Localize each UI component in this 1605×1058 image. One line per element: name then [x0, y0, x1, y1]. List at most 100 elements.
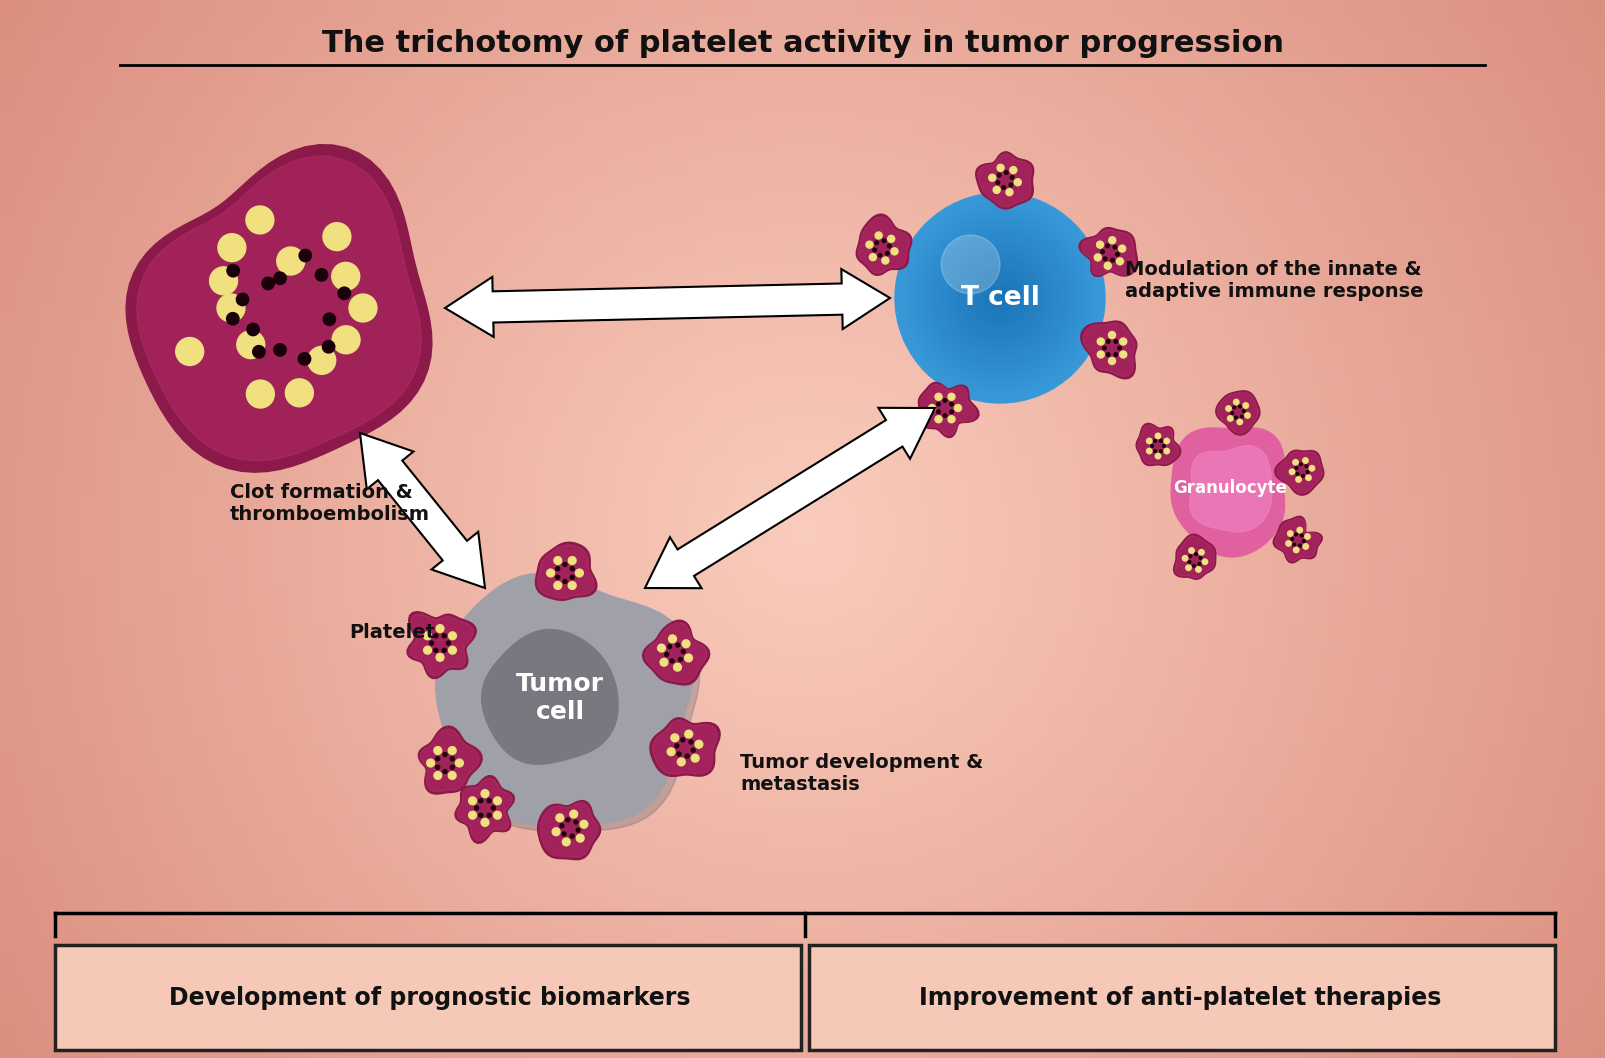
FancyBboxPatch shape	[809, 945, 1555, 1050]
Circle shape	[570, 834, 575, 838]
Circle shape	[875, 241, 878, 244]
Circle shape	[562, 832, 567, 836]
Circle shape	[888, 244, 891, 248]
Circle shape	[993, 186, 1000, 194]
Circle shape	[897, 196, 1103, 400]
Polygon shape	[653, 720, 717, 774]
Circle shape	[443, 634, 446, 638]
Circle shape	[1194, 553, 1197, 555]
Circle shape	[175, 338, 204, 365]
Circle shape	[446, 641, 451, 645]
Circle shape	[965, 263, 1035, 333]
Circle shape	[437, 765, 440, 769]
Circle shape	[912, 209, 1088, 387]
Polygon shape	[441, 580, 700, 831]
Circle shape	[1295, 467, 1298, 470]
Circle shape	[881, 257, 889, 264]
Circle shape	[247, 324, 260, 335]
Polygon shape	[454, 776, 515, 843]
Circle shape	[997, 295, 1003, 300]
Circle shape	[555, 576, 560, 579]
Circle shape	[1297, 473, 1298, 475]
Circle shape	[916, 215, 1083, 382]
Circle shape	[315, 269, 327, 281]
Polygon shape	[541, 803, 599, 857]
Circle shape	[944, 399, 947, 402]
Circle shape	[950, 402, 953, 406]
Circle shape	[1305, 464, 1308, 468]
Circle shape	[308, 346, 335, 375]
Circle shape	[1183, 555, 1188, 561]
Circle shape	[451, 756, 454, 761]
Circle shape	[448, 632, 456, 640]
PathPatch shape	[360, 433, 485, 588]
Polygon shape	[1083, 324, 1135, 377]
Circle shape	[929, 404, 936, 412]
Circle shape	[424, 632, 432, 640]
Polygon shape	[1082, 230, 1135, 275]
Text: Tumor
cell: Tumor cell	[515, 672, 603, 724]
Circle shape	[883, 239, 886, 242]
Circle shape	[475, 806, 478, 810]
Circle shape	[437, 624, 445, 633]
Circle shape	[679, 657, 682, 661]
Circle shape	[952, 250, 1048, 346]
FancyBboxPatch shape	[55, 945, 801, 1050]
Circle shape	[339, 287, 350, 299]
Polygon shape	[645, 623, 706, 682]
Circle shape	[1202, 559, 1207, 565]
Circle shape	[947, 244, 1054, 352]
Circle shape	[695, 741, 703, 748]
Circle shape	[905, 204, 1095, 393]
Polygon shape	[536, 543, 597, 600]
Polygon shape	[419, 726, 482, 794]
Circle shape	[1114, 352, 1117, 357]
Circle shape	[427, 759, 435, 767]
Circle shape	[554, 557, 562, 564]
Circle shape	[443, 649, 446, 652]
Circle shape	[873, 249, 876, 252]
Circle shape	[1095, 254, 1101, 261]
Polygon shape	[1189, 445, 1271, 532]
Polygon shape	[976, 152, 1034, 209]
Circle shape	[494, 797, 501, 805]
Polygon shape	[918, 382, 979, 438]
Polygon shape	[650, 717, 721, 777]
Circle shape	[482, 819, 490, 826]
Polygon shape	[435, 573, 693, 825]
Polygon shape	[127, 145, 432, 472]
Circle shape	[562, 838, 570, 845]
Circle shape	[921, 220, 1079, 376]
Circle shape	[685, 754, 689, 759]
Polygon shape	[1276, 518, 1321, 561]
Circle shape	[875, 232, 883, 239]
Circle shape	[888, 235, 894, 242]
Circle shape	[1231, 412, 1234, 415]
PathPatch shape	[445, 269, 891, 336]
Circle shape	[1111, 258, 1114, 262]
Circle shape	[323, 222, 351, 251]
Circle shape	[984, 281, 1016, 314]
Circle shape	[1189, 548, 1194, 553]
Circle shape	[944, 241, 1056, 354]
Circle shape	[1114, 340, 1117, 343]
Circle shape	[494, 811, 501, 819]
Circle shape	[1011, 176, 1014, 179]
Circle shape	[1306, 471, 1310, 473]
Circle shape	[226, 264, 239, 277]
Polygon shape	[457, 779, 512, 840]
Circle shape	[1292, 459, 1298, 466]
Circle shape	[560, 824, 563, 827]
Circle shape	[677, 752, 681, 755]
Circle shape	[246, 206, 274, 234]
Polygon shape	[1173, 534, 1215, 580]
Circle shape	[1234, 416, 1237, 419]
Circle shape	[568, 557, 576, 564]
Circle shape	[989, 287, 1011, 309]
Circle shape	[987, 285, 1013, 311]
Polygon shape	[1278, 452, 1323, 493]
Circle shape	[668, 644, 671, 649]
Circle shape	[1226, 406, 1231, 412]
Circle shape	[552, 827, 560, 836]
Circle shape	[323, 313, 335, 326]
